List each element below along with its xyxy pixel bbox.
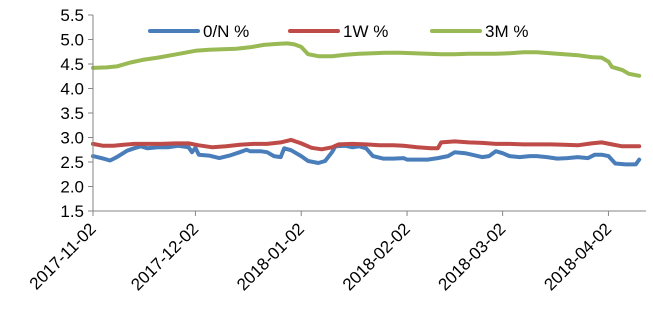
y-tick-label: 3.0: [60, 129, 84, 148]
legend-label-1: 0/N %: [203, 22, 249, 41]
series-line-1: [91, 143, 642, 167]
x-tick-label: 2017-12-02: [127, 219, 202, 294]
x-tick-label: 2018-04-02: [540, 219, 615, 294]
series-line-3: [91, 41, 642, 78]
y-tick-label: 5.5: [60, 6, 84, 25]
y-tick-label: 3.5: [60, 104, 84, 123]
y-axis-tick-labels: 1.5 2.0 2.5 3.0 3.5 4.0 4.5 5.0 5.5: [60, 6, 84, 221]
axis-tick-marks: [88, 14, 609, 216]
y-tick-label: 2.5: [60, 153, 84, 172]
series-line-2: [91, 137, 642, 152]
legend-label-2: 1W %: [343, 22, 388, 41]
y-tick-label: 1.5: [60, 202, 84, 221]
x-axis-tick-labels: 2017-11-02 2017-12-02 2018-01-02 2018-02-02…: [26, 219, 615, 294]
y-tick-label: 5.0: [60, 31, 84, 50]
legend-label-3: 3M %: [485, 22, 528, 41]
x-tick-label: 2018-02-02: [339, 219, 414, 294]
legend: 0/N % 1W % 3M %: [148, 22, 528, 41]
series-lines: [91, 41, 642, 167]
x-tick-label: 2018-01-02: [233, 219, 308, 294]
x-tick-label: 2017-11-02: [26, 219, 100, 293]
y-tick-label: 4.0: [60, 80, 84, 99]
y-tick-label: 2.0: [60, 178, 84, 197]
x-tick-label: 2018-03-02: [435, 219, 510, 294]
y-tick-label: 4.5: [60, 55, 84, 74]
